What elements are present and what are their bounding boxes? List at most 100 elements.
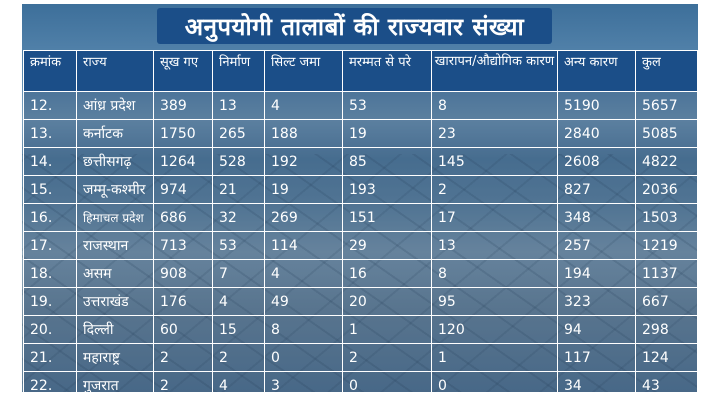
cell-silt: 19	[264, 175, 343, 204]
cell-total: 124	[635, 343, 698, 372]
cell-serial: 13.	[23, 119, 77, 148]
cell-salinity-industrial: 145	[431, 147, 558, 176]
cell-state: असम	[76, 259, 154, 288]
cell-construction: 21	[212, 175, 265, 204]
cell-silt: 3	[264, 371, 343, 392]
cell-serial: 22.	[23, 371, 77, 392]
cell-other-reasons: 323	[557, 287, 636, 316]
cell-construction: 53	[212, 231, 265, 260]
cell-silt: 4	[264, 91, 343, 120]
cell-salinity-industrial: 1	[431, 343, 558, 372]
cell-beyond-repair: 20	[342, 287, 432, 316]
cell-state: छत्तीसगढ़	[76, 147, 154, 176]
header-other-reasons: अन्य कारण	[557, 50, 636, 92]
cell-salinity-industrial: 0	[431, 371, 558, 392]
cell-state: उत्तराखंड	[76, 287, 154, 316]
cell-dried: 2	[153, 343, 213, 372]
table-row: 12. आंध्र प्रदेश 389 13 4 53 8 5190 5657	[23, 91, 698, 120]
cell-total: 1503	[635, 203, 698, 232]
infographic-frame: अनुपयोगी तालाबों की राज्यवार संख्या क्रम…	[22, 4, 698, 392]
table-row: 18. असम 908 7 4 16 8 194 1137	[23, 259, 698, 288]
table-row: 16. हिमाचल प्रदेश 686 32 269 151 17 348 1503	[23, 203, 698, 232]
cell-beyond-repair: 16	[342, 259, 432, 288]
cell-total: 5085	[635, 119, 698, 148]
cell-serial: 14.	[23, 147, 77, 176]
cell-beyond-repair: 53	[342, 91, 432, 120]
cell-construction: 4	[212, 371, 265, 392]
table-row: 15. जम्मू-कश्मीर 974 21 19 193 2 827 2036	[23, 175, 698, 204]
cell-serial: 16.	[23, 203, 77, 232]
table-row: 22. गुजरात 2 4 3 0 0 34 43	[23, 371, 698, 392]
table-row: 20. दिल्ली 60 15 8 1 120 94 298	[23, 315, 698, 344]
cell-dried: 1264	[153, 147, 213, 176]
cell-dried: 1750	[153, 119, 213, 148]
cell-state: राजस्थान	[76, 231, 154, 260]
header-silt: सिल्ट जमा	[264, 50, 343, 92]
cell-dried: 389	[153, 91, 213, 120]
cell-other-reasons: 827	[557, 175, 636, 204]
cell-state: गुजरात	[76, 371, 154, 392]
cell-state: जम्मू-कश्मीर	[76, 175, 154, 204]
cell-serial: 21.	[23, 343, 77, 372]
cell-total: 43	[635, 371, 698, 392]
cell-construction: 265	[212, 119, 265, 148]
cell-dried: 60	[153, 315, 213, 344]
cell-construction: 32	[212, 203, 265, 232]
cell-silt: 8	[264, 315, 343, 344]
cell-other-reasons: 348	[557, 203, 636, 232]
cell-silt: 4	[264, 259, 343, 288]
cell-salinity-industrial: 8	[431, 91, 558, 120]
ponds-table: क्रमांक राज्य सूख गए निर्माण सिल्ट जमा म…	[23, 50, 698, 392]
cell-state: कर्नाटक	[76, 119, 154, 148]
header-dried: सूख गए	[153, 50, 213, 92]
title-banner: अनुपयोगी तालाबों की राज्यवार संख्या	[157, 8, 552, 44]
cell-construction: 528	[212, 147, 265, 176]
cell-salinity-industrial: 23	[431, 119, 558, 148]
cell-serial: 12.	[23, 91, 77, 120]
cell-other-reasons: 34	[557, 371, 636, 392]
cell-dried: 176	[153, 287, 213, 316]
cell-other-reasons: 2840	[557, 119, 636, 148]
cell-dried: 908	[153, 259, 213, 288]
cell-other-reasons: 117	[557, 343, 636, 372]
cell-dried: 2	[153, 371, 213, 392]
table-row: 19. उत्तराखंड 176 4 49 20 95 323 667	[23, 287, 698, 316]
cell-salinity-industrial: 2	[431, 175, 558, 204]
header-serial: क्रमांक	[23, 50, 77, 92]
cell-silt: 269	[264, 203, 343, 232]
cell-salinity-industrial: 8	[431, 259, 558, 288]
cell-construction: 13	[212, 91, 265, 120]
cell-total: 298	[635, 315, 698, 344]
cell-serial: 19.	[23, 287, 77, 316]
cell-total: 4822	[635, 147, 698, 176]
cell-total: 2036	[635, 175, 698, 204]
cell-serial: 17.	[23, 231, 77, 260]
cell-silt: 0	[264, 343, 343, 372]
cell-salinity-industrial: 13	[431, 231, 558, 260]
cell-construction: 7	[212, 259, 265, 288]
cell-dried: 974	[153, 175, 213, 204]
cell-beyond-repair: 85	[342, 147, 432, 176]
header-state: राज्य	[76, 50, 154, 92]
cell-dried: 713	[153, 231, 213, 260]
cell-beyond-repair: 2	[342, 343, 432, 372]
cell-total: 1137	[635, 259, 698, 288]
cell-dried: 686	[153, 203, 213, 232]
header-beyond-repair: मरम्मत से परे	[342, 50, 432, 92]
header-salinity-industrial: खारापन/औद्योगिक कारण	[431, 50, 558, 92]
cell-salinity-industrial: 95	[431, 287, 558, 316]
cell-state: दिल्ली	[76, 315, 154, 344]
cell-beyond-repair: 151	[342, 203, 432, 232]
cell-silt: 188	[264, 119, 343, 148]
cell-serial: 15.	[23, 175, 77, 204]
cell-beyond-repair: 193	[342, 175, 432, 204]
table-row: 14. छत्तीसगढ़ 1264 528 192 85 145 2608 4822	[23, 147, 698, 176]
cell-silt: 114	[264, 231, 343, 260]
cell-construction: 4	[212, 287, 265, 316]
cell-state: महाराष्ट्र	[76, 343, 154, 372]
cell-silt: 49	[264, 287, 343, 316]
table-row: 17. राजस्थान 713 53 114 29 13 257 1219	[23, 231, 698, 260]
cell-other-reasons: 5190	[557, 91, 636, 120]
cell-serial: 20.	[23, 315, 77, 344]
header-construction: निर्माण	[212, 50, 265, 92]
